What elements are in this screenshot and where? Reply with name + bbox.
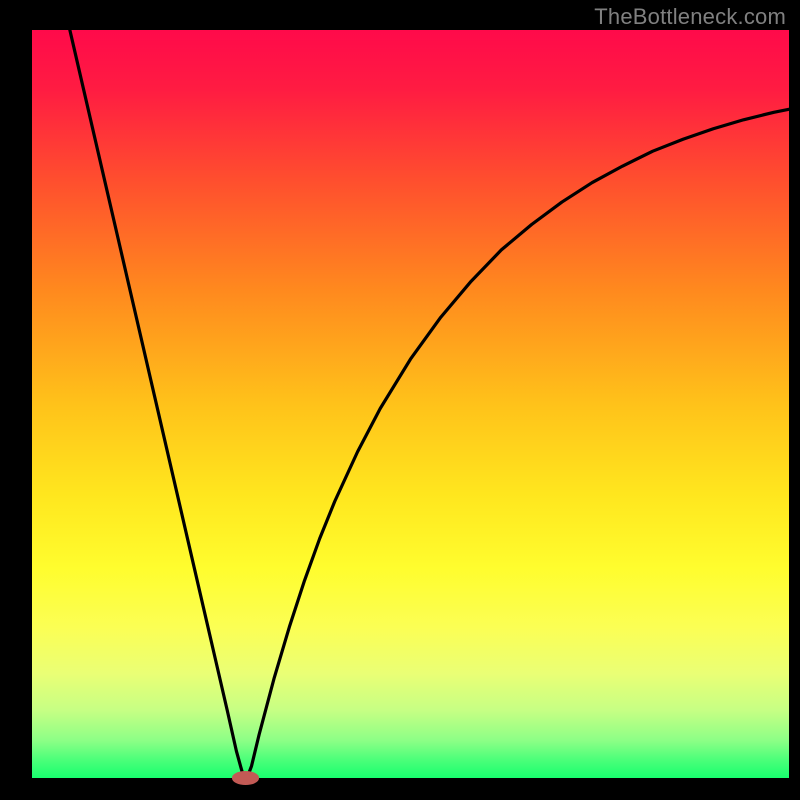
chart-root: TheBottleneck.com xyxy=(0,0,800,800)
plot-area xyxy=(32,30,789,778)
optimum-marker xyxy=(232,771,259,784)
bottleneck-curve xyxy=(32,30,789,778)
watermark-text: TheBottleneck.com xyxy=(594,4,786,30)
